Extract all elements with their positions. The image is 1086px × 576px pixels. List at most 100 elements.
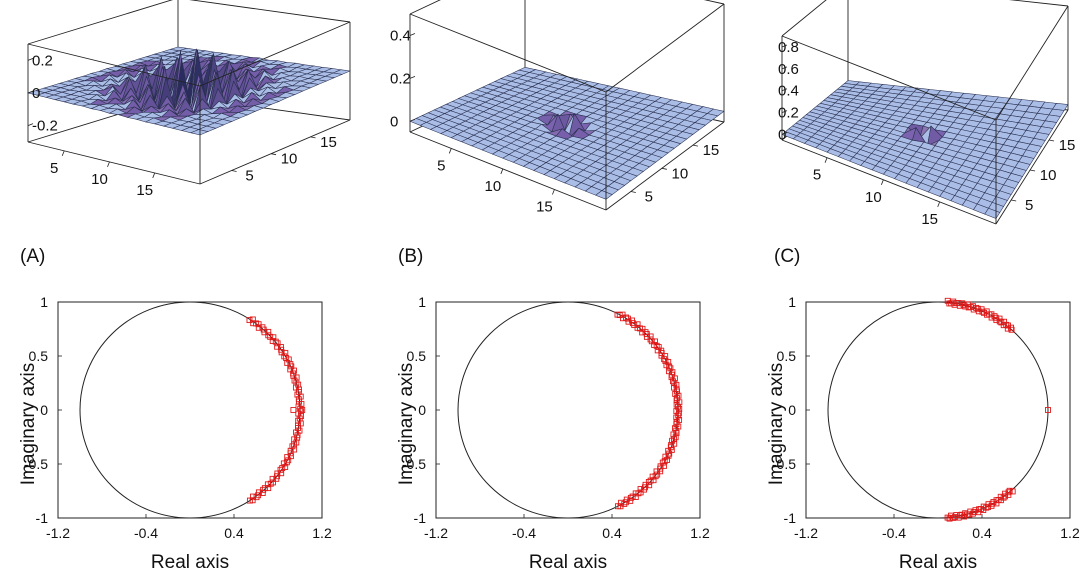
y-tick-label: 0.5: [777, 348, 797, 364]
x-tick-label: 15: [536, 198, 553, 215]
x-tick-label: -0.4: [134, 525, 158, 541]
eigenvalue-marker: [293, 374, 300, 381]
y-tick-label: -0.5: [24, 456, 48, 472]
eigenvalue-marker: [637, 486, 644, 492]
surface-mesh: [781, 80, 1069, 219]
panel-label: (B): [398, 246, 423, 267]
box-edge: [27, 43, 201, 87]
eigenvalue-marker: [614, 311, 621, 318]
eigenvalue-marker: [629, 493, 636, 500]
y-tick-mark: [310, 136, 316, 139]
eigenvalue-marker: [287, 447, 294, 454]
y-tick-mark: [630, 191, 636, 193]
y-tick-label: 5: [1025, 197, 1033, 214]
box-edge: [605, 3, 725, 93]
eigenvalue-marker: [284, 454, 291, 461]
eigenvalue-marker: [282, 349, 289, 356]
eigenvalue-marker: [249, 497, 256, 504]
y-tick-label: 0: [40, 402, 48, 418]
x-tick-label: 5: [813, 167, 821, 184]
y-tick-mark: [661, 167, 667, 170]
z-tick-mark: [27, 123, 34, 127]
bounding-box-front: [781, 5, 1069, 225]
surface-cell: [190, 129, 209, 136]
x-tick-mark: [107, 161, 110, 168]
eigenvalue-marker: [1005, 489, 1012, 496]
z-tick-label: 0.6: [778, 61, 799, 78]
eigenvalue-marker: [669, 437, 676, 444]
panel-label: (C): [774, 246, 800, 267]
axis-ticks: -1.2 -0.4 0.4 1.2 1 0.5 0 -0.5 -1: [24, 294, 332, 541]
panel-label: (A): [20, 246, 45, 267]
x-tick-label: 0.4: [602, 525, 622, 541]
eigenvalue-marker: [277, 344, 284, 350]
y-tick-label: -0.5: [402, 456, 426, 472]
eigenvalue-marker: [984, 311, 990, 318]
x-tick-mark: [552, 189, 555, 195]
z-tick-mark: [409, 118, 416, 122]
eigenvalue-marker: [1004, 325, 1011, 332]
y-tick-label: -1: [414, 510, 427, 526]
eigenvalue-marker: [246, 317, 253, 324]
y-tick-label: 15: [703, 142, 720, 159]
eigenvalue-marker: [1009, 488, 1016, 495]
eigenvalue-marker: [652, 338, 659, 345]
x-axis-label: Real axis: [151, 552, 229, 573]
x-tick-label: 1.2: [1060, 525, 1080, 541]
eigenvalue-marker: [664, 456, 671, 463]
eigenvalue-marker: [989, 500, 996, 507]
z-tick-mark: [781, 132, 788, 135]
eigenvalue-points: [246, 316, 306, 504]
z-tick-label: 0.2: [778, 105, 799, 122]
y-tick-label: 1: [788, 294, 796, 310]
box-edge: [199, 119, 351, 185]
surface-cell: [595, 190, 613, 200]
z-tick-label: 0: [390, 113, 398, 130]
box-edge: [27, 0, 174, 45]
x-tick-label: -1.2: [46, 525, 70, 541]
z-tick-mark: [781, 44, 788, 48]
z-tick-label: 0: [32, 85, 40, 102]
y-tick-mark: [1030, 169, 1036, 172]
eigenvalue-marker: [668, 442, 675, 448]
y-tick-label: 0: [788, 402, 796, 418]
box-edge: [995, 5, 1069, 121]
eigenvalue-marker: [623, 496, 630, 503]
y-tick-label: 10: [1040, 167, 1057, 184]
box-edge: [605, 121, 725, 211]
eigenvalue-marker: [662, 353, 669, 360]
eigenvalue-plot-b: -1.2 -0.4 0.4 1.2 1 0.5 0 -0.5 -1 Real axis Imag…: [396, 294, 710, 573]
y-tick-label: 5: [645, 188, 653, 205]
eigenvalue-marker: [992, 314, 999, 321]
z-tick-mark: [781, 66, 788, 70]
z-tick-label: 0: [778, 127, 786, 144]
x-tick-mark: [937, 201, 941, 208]
x-tick-label: -1.2: [794, 525, 818, 541]
z-tick-mark: [27, 57, 34, 61]
y-tick-label: -1: [36, 510, 49, 526]
box-edge: [781, 0, 827, 37]
y-tick-label: 15: [320, 134, 337, 151]
x-tick-label: 10: [865, 189, 882, 206]
eigenvalue-marker: [290, 407, 297, 413]
unit-circle: [457, 301, 679, 519]
plot-frame: [805, 301, 1071, 519]
eigenvalue-marker: [250, 320, 257, 327]
axis-ticks: -1.2 -0.4 0.4 1.2 1 0.5 0 -0.5 -1: [402, 294, 710, 541]
box-edge: [199, 21, 351, 87]
box-edge: [1008, 0, 1069, 7]
surface-panel-a: 0.2 0 -0.2 5 10 15 5 10 15 (A): [20, 0, 352, 267]
y-tick-label: 1: [40, 294, 48, 310]
z-tick-mark: [781, 110, 788, 114]
x-tick-label: 0.4: [972, 525, 992, 541]
y-axis-label: Imaginary axis: [396, 363, 417, 486]
eigenvalue-points: [944, 297, 1051, 522]
eigenvalue-marker: [280, 460, 287, 467]
eigenvalue-marker: [289, 443, 296, 450]
eigenvalue-marker: [274, 470, 281, 477]
y-tick-label: 0: [418, 402, 426, 418]
x-tick-mark: [448, 148, 452, 154]
eigenvalue-marker: [667, 365, 674, 372]
x-tick-label: 10: [91, 171, 108, 188]
